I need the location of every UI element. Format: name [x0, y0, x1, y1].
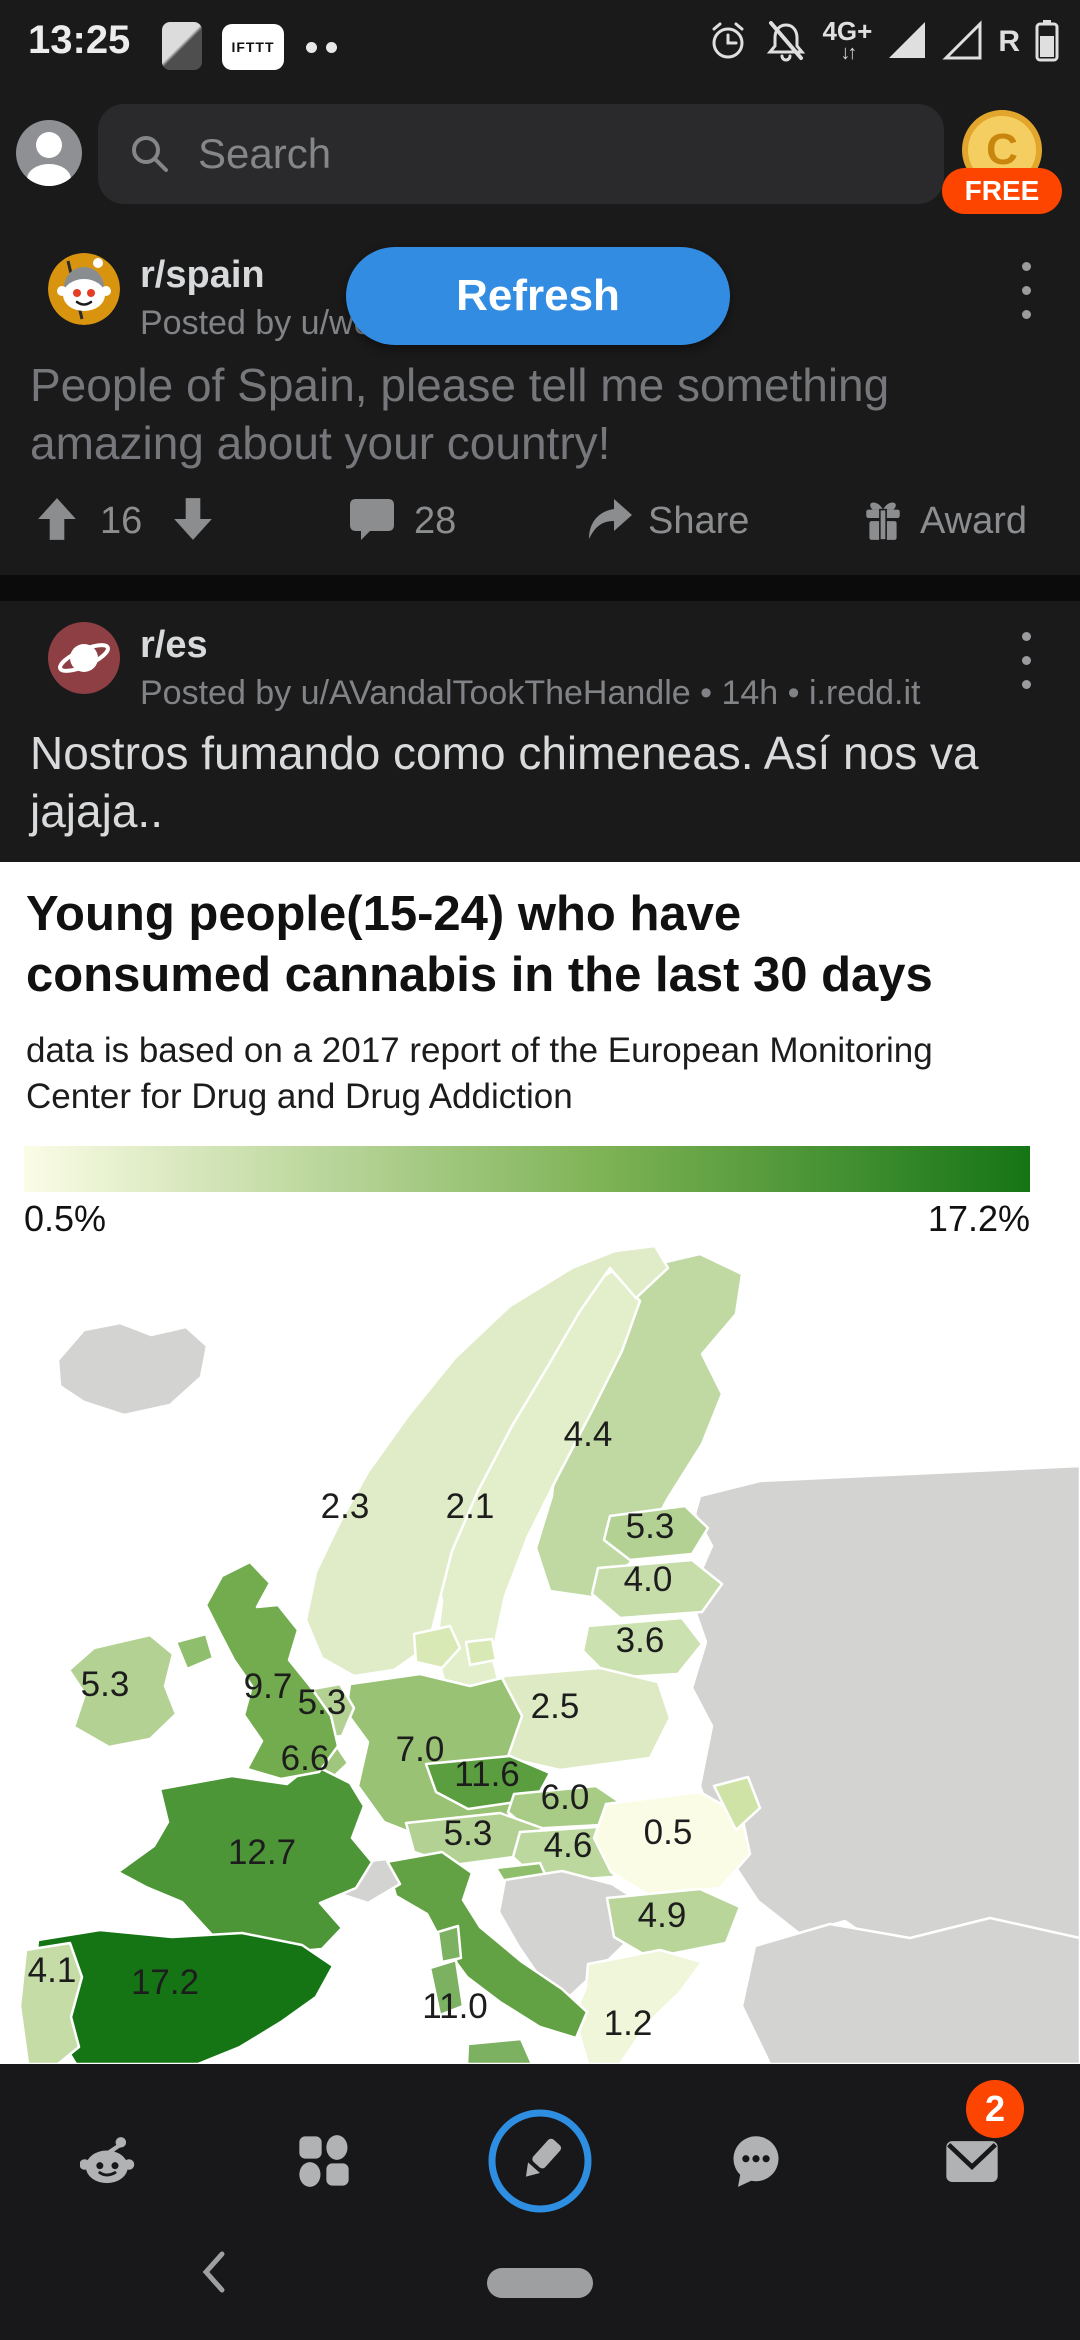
back-button[interactable]	[192, 2242, 236, 2307]
denmark-shape	[412, 1624, 462, 1670]
signal-strength-icon	[886, 18, 928, 67]
map-value-label: 5.3	[81, 1665, 130, 1704]
communities-grid-icon	[299, 2135, 349, 2187]
map-value-label: 3.6	[616, 1621, 665, 1660]
chat-icon	[733, 2136, 779, 2187]
sicily-shape	[465, 2037, 534, 2064]
notification-ifttt-icon: IFTTT	[222, 24, 284, 70]
notification-photo-icon	[162, 22, 202, 70]
search-placeholder: Search	[198, 130, 332, 177]
corsica-shape	[436, 1924, 463, 1964]
nav-chat-button[interactable]	[701, 2106, 811, 2216]
map-title: Young people(15-24) who have consumed ca…	[26, 887, 933, 1002]
subreddit-avatar-spain[interactable]	[48, 253, 120, 325]
map-value-label: 9.7	[244, 1667, 293, 1706]
subreddit-avatar-es[interactable]	[48, 622, 120, 694]
award-button[interactable]	[860, 496, 906, 547]
status-time: 13:25	[28, 18, 131, 62]
map-value-label: 5.3	[626, 1507, 675, 1546]
post-menu-icon[interactable]	[1022, 262, 1031, 319]
map-value-label: 6.0	[541, 1778, 590, 1817]
award-icon	[866, 502, 900, 541]
network-arrows-icon: ↓↑	[840, 42, 857, 64]
europe-map: 2.3 2.14.45.34.03.65.3 9.7 5.36.6 7.02.511.6…	[18, 1246, 1080, 2064]
map-value-label: 1.2	[604, 2004, 653, 2043]
color-scale-legend	[24, 1146, 1030, 1192]
map-value-label: 17.2	[131, 1963, 199, 2002]
signal-sim2-icon	[942, 18, 984, 67]
comment-count: 28	[414, 500, 457, 542]
legend-min-label: 0.5%	[24, 1198, 107, 1239]
map-subtitle: data is based on a 2017 report of the Eu…	[26, 1031, 933, 1116]
notifications-muted-icon	[764, 16, 808, 69]
post-menu-icon[interactable]	[1022, 632, 1031, 689]
map-value-label: 4.1	[28, 1951, 77, 1990]
post-divider	[0, 575, 1080, 601]
legend-max-label: 17.2%	[927, 1198, 1030, 1239]
post-byline-spain[interactable]: Posted by u/wo	[140, 304, 373, 342]
subreddit-name-es[interactable]: r/es	[140, 624, 208, 666]
share-label[interactable]: Share	[648, 500, 750, 542]
nav-inbox-button[interactable]	[917, 2106, 1027, 2216]
award-label[interactable]: Award	[920, 500, 1028, 542]
post-image[interactable]: Young people(15-24) who have consumed ca…	[0, 862, 1080, 2064]
comment-icon	[350, 499, 394, 540]
free-coin-badge[interactable]: FREE	[942, 168, 1062, 214]
post-byline-es[interactable]: Posted by u/AVandalTookTheHandle • 14h •…	[140, 674, 921, 712]
moldova-shape	[712, 1775, 762, 1832]
upvote-button[interactable]	[34, 496, 80, 547]
nav-create-post-button[interactable]	[485, 2106, 595, 2216]
map-value-label: 0.5	[644, 1813, 693, 1852]
search-icon	[132, 136, 168, 172]
planet-icon	[58, 643, 110, 673]
map-value-label: 2.3	[321, 1487, 370, 1526]
inbox-envelope-icon	[946, 2141, 998, 2182]
sardinia-shape	[428, 1958, 465, 2017]
alarm-icon	[706, 16, 750, 69]
map-value-label: 4.9	[638, 1896, 687, 1935]
share-icon	[589, 499, 632, 539]
create-post-pencil-icon	[488, 2109, 592, 2213]
comments-button[interactable]	[348, 496, 396, 547]
map-value-label: 11.0	[422, 1987, 488, 2026]
map-value-label: 2.1	[446, 1487, 495, 1526]
map-value-label: 12.7	[228, 1833, 296, 1872]
map-value-label: 11.6	[454, 1755, 520, 1794]
downvote-button[interactable]	[170, 496, 216, 547]
gesture-handle[interactable]	[487, 2268, 593, 2298]
inbox-unread-badge: 2	[966, 2080, 1024, 2138]
refresh-button[interactable]: Refresh	[346, 247, 730, 345]
map-value-label: 6.6	[281, 1739, 330, 1778]
subreddit-name-spain[interactable]: r/spain	[140, 254, 265, 296]
map-value-label: 5.3	[444, 1814, 493, 1853]
vote-count: 16	[100, 500, 143, 542]
status-icons: 4G+ ↓↑ R	[706, 16, 1060, 68]
map-value-label: 4.6	[544, 1826, 593, 1865]
nav-home-button[interactable]	[53, 2106, 163, 2216]
map-value-label: 7.0	[396, 1730, 445, 1769]
snoo-icon	[48, 253, 120, 325]
map-value-label: 4.0	[624, 1560, 673, 1599]
map-value-labels: 2.3 2.14.45.34.03.65.3 9.7 5.36.6 7.02.511.6…	[28, 1415, 693, 2043]
back-chevron-icon	[202, 2251, 225, 2293]
search-input[interactable]: Search	[98, 104, 944, 204]
map-value-label: 2.5	[531, 1687, 580, 1726]
northern-ireland-shape	[174, 1632, 215, 1671]
map-value-label: 4.4	[564, 1415, 613, 1454]
network-type-indicator: 4G+ ↓↑	[822, 16, 873, 64]
profile-avatar[interactable]	[16, 120, 82, 186]
notification-more-dots-icon	[306, 42, 337, 53]
nav-communities-button[interactable]	[269, 2106, 379, 2216]
reddit-home-icon	[80, 2137, 135, 2184]
post-title-es[interactable]: Nostros fumando como chimeneas. Así nos …	[30, 727, 979, 837]
battery-icon	[1034, 16, 1060, 69]
roaming-indicator: R	[998, 25, 1020, 58]
post-title-spain[interactable]: People of Spain, please tell me somethin…	[30, 359, 890, 469]
denmark-island-shape	[464, 1637, 498, 1667]
map-value-label: 5.3	[298, 1683, 347, 1722]
bottom-navigation: 2	[0, 2064, 1080, 2340]
share-button[interactable]	[586, 496, 634, 547]
